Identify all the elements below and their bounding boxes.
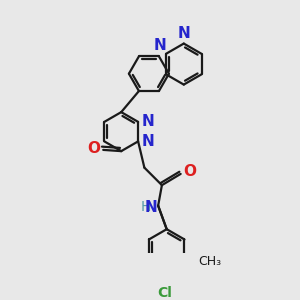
Text: O: O	[87, 141, 100, 156]
Text: CH₃: CH₃	[198, 255, 221, 268]
Text: N: N	[177, 26, 190, 40]
Text: O: O	[183, 164, 196, 179]
Text: N: N	[144, 200, 157, 215]
Text: H: H	[141, 200, 151, 214]
Text: N: N	[141, 114, 154, 129]
Text: N: N	[141, 134, 154, 149]
Text: N: N	[154, 38, 167, 53]
Text: Cl: Cl	[158, 286, 172, 300]
